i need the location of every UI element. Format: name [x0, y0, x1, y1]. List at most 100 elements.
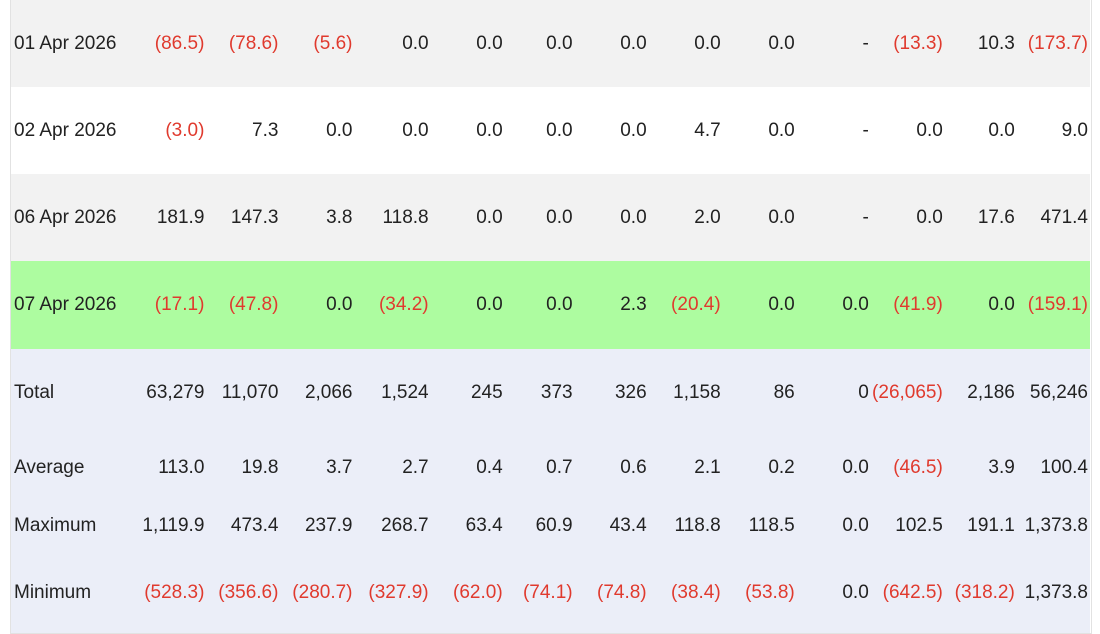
- table-row: 01 Apr 2026 (86.5) (78.6) (5.6) 0.0 0.0 0.0 0.0…: [11, 0, 1090, 87]
- table-cell: 147.3: [206, 174, 281, 261]
- table-cell: 373: [504, 349, 575, 436]
- table-cell: (642.5): [870, 553, 945, 633]
- table-cell: (318.2): [944, 553, 1017, 633]
- table-cell: 0.0: [796, 553, 871, 633]
- table-cell: 0.0: [722, 174, 797, 261]
- table-cell: 0.0: [870, 87, 945, 174]
- table-cell: (38.4): [648, 553, 723, 633]
- table-row: 02 Apr 2026 (3.0) 7.3 0.0 0.0 0.0 0.0 0.0 4.7 0.0…: [11, 87, 1090, 174]
- table-cell: 0.0: [796, 261, 871, 349]
- table-cell: 0.0: [430, 87, 505, 174]
- table-cell: 0.0: [504, 87, 575, 174]
- row-date-label: 06 Apr 2026: [11, 174, 133, 261]
- table-cell: 0.0: [648, 0, 723, 87]
- table-cell: 63.4: [430, 499, 505, 553]
- table-cell: 0: [796, 349, 871, 436]
- table-cell: (78.6): [206, 0, 281, 87]
- table-cell: 1,158: [648, 349, 723, 436]
- table-cell: (3.0): [132, 87, 207, 174]
- table-cell: 0.2: [722, 436, 797, 499]
- table-cell: (74.8): [574, 553, 649, 633]
- table-cell: (159.1): [1016, 261, 1090, 349]
- table-cell: (528.3): [132, 553, 207, 633]
- table-cell: 237.9: [280, 499, 355, 553]
- table-cell: 2.7: [354, 436, 431, 499]
- summary-row: Total 63,279 11,070 2,066 1,524 245 373 326 1,15…: [11, 349, 1090, 436]
- table-cell: (17.1): [132, 261, 207, 349]
- summary-row: Maximum 1,119.9 473.4 237.9 268.7 63.4 60.9 43.…: [11, 499, 1090, 553]
- table-cell: 0.0: [280, 261, 355, 349]
- table-cell: 2,186: [944, 349, 1017, 436]
- table-cell: 118.5: [722, 499, 797, 553]
- table-cell: 17.6: [944, 174, 1017, 261]
- table-cell: 0.0: [722, 0, 797, 87]
- table-cell: 102.5: [870, 499, 945, 553]
- table-cell: 191.1: [944, 499, 1017, 553]
- table-cell: 0.0: [504, 0, 575, 87]
- table-cell: 181.9: [132, 174, 207, 261]
- table-cell: (46.5): [870, 436, 945, 499]
- table-cell: 471.4: [1016, 174, 1090, 261]
- table-cell: 0.0: [796, 436, 871, 499]
- table-cell: 0.0: [504, 261, 575, 349]
- table-cell: -: [796, 87, 871, 174]
- table-cell: 0.0: [354, 87, 431, 174]
- table-cell: 0.0: [574, 87, 649, 174]
- table-cell: 0.0: [944, 87, 1017, 174]
- table-cell: 100.4: [1016, 436, 1090, 499]
- table-cell: 0.0: [722, 261, 797, 349]
- table-cell: (327.9): [354, 553, 431, 633]
- table-cell: 118.8: [354, 174, 431, 261]
- table-cell: 0.0: [280, 87, 355, 174]
- table-cell: 56,246: [1016, 349, 1090, 436]
- table-cell: 3.7: [280, 436, 355, 499]
- table-cell: 326: [574, 349, 649, 436]
- table-cell: 0.0: [944, 261, 1017, 349]
- table-cell: -: [796, 0, 871, 87]
- table-cell: (13.3): [870, 0, 945, 87]
- table-cell: 0.6: [574, 436, 649, 499]
- summary-label: Minimum: [11, 553, 133, 633]
- table-cell: 118.8: [648, 499, 723, 553]
- table-cell: 0.0: [796, 499, 871, 553]
- summary-label: Average: [11, 436, 133, 499]
- table-cell: 86: [722, 349, 797, 436]
- table-cell: 0.0: [430, 174, 505, 261]
- table-cell: 0.0: [430, 0, 505, 87]
- table-body: 01 Apr 2026 (86.5) (78.6) (5.6) 0.0 0.0 0.0 0.0…: [11, 0, 1090, 633]
- table-cell: 113.0: [132, 436, 207, 499]
- table-cell: 0.0: [430, 261, 505, 349]
- table-cell: (47.8): [206, 261, 281, 349]
- table-cell: (356.6): [206, 553, 281, 633]
- table-cell: 1,373.8: [1016, 553, 1090, 633]
- table-cell: 2.3: [574, 261, 649, 349]
- row-date-label: 01 Apr 2026: [11, 0, 133, 87]
- table-cell: (74.1): [504, 553, 575, 633]
- table-cell: 0.0: [574, 174, 649, 261]
- table-cell: 0.0: [870, 174, 945, 261]
- table-cell: 245: [430, 349, 505, 436]
- table-cell: 0.0: [354, 0, 431, 87]
- table-cell: 4.7: [648, 87, 723, 174]
- daily-values-table: 01 Apr 2026 (86.5) (78.6) (5.6) 0.0 0.0 0.0 0.0…: [11, 0, 1090, 633]
- table-cell: 268.7: [354, 499, 431, 553]
- table-cell: 0.0: [504, 174, 575, 261]
- table-cell: (62.0): [430, 553, 505, 633]
- table-cell: 19.8: [206, 436, 281, 499]
- table-cell: (5.6): [280, 0, 355, 87]
- table-cell: 11,070: [206, 349, 281, 436]
- table-cell: -: [796, 174, 871, 261]
- table-cell: 7.3: [206, 87, 281, 174]
- summary-label: Total: [11, 349, 133, 436]
- table-cell: 1,119.9: [132, 499, 207, 553]
- table-cell: (280.7): [280, 553, 355, 633]
- table-cell: 1,373.8: [1016, 499, 1090, 553]
- table-cell: 60.9: [504, 499, 575, 553]
- table-cell: 2.0: [648, 174, 723, 261]
- table-cell: (53.8): [722, 553, 797, 633]
- table-cell: 473.4: [206, 499, 281, 553]
- table-cell: (86.5): [132, 0, 207, 87]
- table-cell: 2.1: [648, 436, 723, 499]
- table-cell: 3.9: [944, 436, 1017, 499]
- table-row: 06 Apr 2026 181.9 147.3 3.8 118.8 0.0 0.0 0.0 2.…: [11, 174, 1090, 261]
